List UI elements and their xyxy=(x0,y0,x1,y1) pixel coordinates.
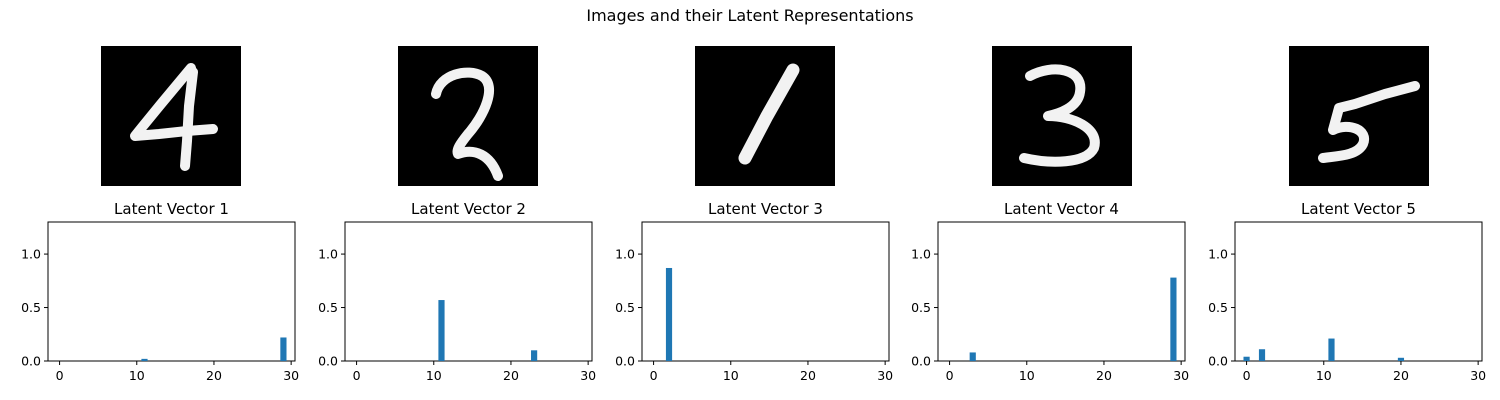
x-tick-label: 20 xyxy=(503,368,519,383)
y-tick-label: 0.0 xyxy=(911,354,931,369)
latent-panel-4: Latent Vector 4 0 10 20 30 0.0 0.5 1.0 xyxy=(911,200,1189,383)
y-tick-label: 0.0 xyxy=(21,354,41,369)
y-tick-label: 0.5 xyxy=(1208,300,1228,315)
y-tick-label: 1.0 xyxy=(1208,247,1228,262)
y-tick-label: 1.0 xyxy=(318,247,338,262)
x-tick-label: 30 xyxy=(1173,368,1189,383)
latent-panel-5: Latent Vector 5 0 10 20 30 0.0 0.5 1.0 xyxy=(1208,200,1486,383)
latent-bar xyxy=(1243,356,1250,361)
y-tick-label: 0.5 xyxy=(318,300,338,315)
plot-frame xyxy=(344,221,593,362)
digit-image-3 xyxy=(695,46,835,186)
x-tick-label: 20 xyxy=(1096,368,1112,383)
latent-bar xyxy=(531,350,538,361)
panel-title: Latent Vector 1 xyxy=(114,200,229,218)
x-tick-label: 10 xyxy=(1019,368,1035,383)
y-tick-label: 1.0 xyxy=(21,247,41,262)
x-tick-label: 10 xyxy=(1316,368,1332,383)
latent-bar xyxy=(1328,338,1335,361)
latent-bar xyxy=(1170,277,1177,361)
x-tick-label: 20 xyxy=(206,368,222,383)
latent-bar xyxy=(665,267,673,361)
y-tick-label: 0.0 xyxy=(318,354,338,369)
latent-bar xyxy=(438,300,445,361)
digit-image-4 xyxy=(992,46,1132,186)
digit-image-5 xyxy=(1289,46,1429,186)
latent-bar xyxy=(969,352,976,361)
latent-bar xyxy=(1258,349,1266,361)
x-tick-label: 10 xyxy=(426,368,442,383)
x-tick-label: 10 xyxy=(723,368,739,383)
x-tick-label: 0 xyxy=(353,368,361,383)
y-tick-label: 1.0 xyxy=(911,247,931,262)
x-tick-label: 30 xyxy=(580,368,596,383)
plot-frame xyxy=(641,221,890,362)
y-tick-label: 0.0 xyxy=(1208,354,1228,369)
x-tick-label: 0 xyxy=(650,368,658,383)
panel-title: Latent Vector 4 xyxy=(1004,200,1119,218)
x-tick-label: 0 xyxy=(56,368,64,383)
x-tick-label: 20 xyxy=(1393,368,1409,383)
x-tick-label: 30 xyxy=(1470,368,1486,383)
panel-title: Latent Vector 2 xyxy=(411,200,526,218)
panel-title: Latent Vector 3 xyxy=(708,200,823,218)
digit-image-1 xyxy=(101,46,241,186)
y-tick-label: 1.0 xyxy=(615,247,635,262)
x-tick-label: 30 xyxy=(283,368,299,383)
x-tick-label: 0 xyxy=(1243,368,1251,383)
figure-title: Images and their Latent Representations xyxy=(586,6,914,25)
y-tick-label: 0.0 xyxy=(615,354,635,369)
y-tick-label: 0.5 xyxy=(911,300,931,315)
x-tick-label: 0 xyxy=(946,368,954,383)
latent-bar xyxy=(1397,357,1405,361)
plot-frame xyxy=(1234,221,1483,362)
latent-panel-1: Latent Vector 1 0 10 20 30 0.0 0.5 1.0 xyxy=(21,200,299,383)
plot-frame xyxy=(937,221,1186,362)
x-tick-label: 20 xyxy=(800,368,816,383)
latent-bar xyxy=(141,358,148,361)
latent-panel-3: Latent Vector 3 0 10 20 30 0.0 0.5 1.0 xyxy=(615,200,893,383)
y-tick-label: 0.5 xyxy=(21,300,41,315)
x-tick-label: 10 xyxy=(129,368,145,383)
panel-title: Latent Vector 5 xyxy=(1301,200,1416,218)
plot-frame xyxy=(47,221,296,362)
latent-panel-2: Latent Vector 2 0 10 20 30 0.0 0.5 1.0 xyxy=(318,200,596,383)
y-tick-label: 0.5 xyxy=(615,300,635,315)
latent-bar xyxy=(280,337,287,361)
x-tick-label: 30 xyxy=(877,368,893,383)
digit-image-2 xyxy=(398,46,538,186)
